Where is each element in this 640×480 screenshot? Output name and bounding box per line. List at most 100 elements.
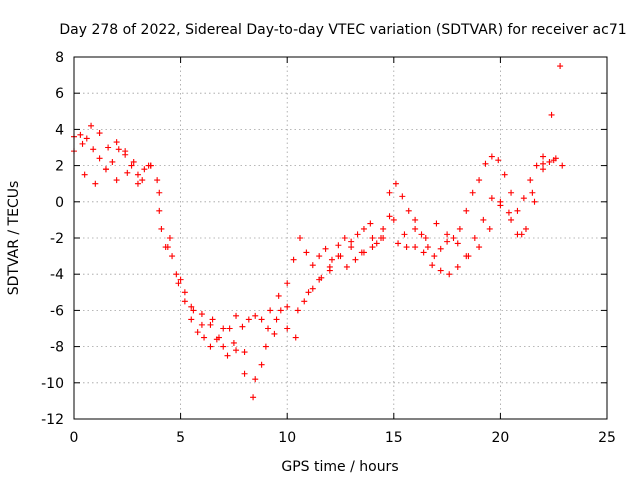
data-point [139, 177, 146, 184]
data-point [358, 249, 365, 256]
data-point [83, 135, 90, 142]
data-point [262, 343, 269, 350]
data-point [166, 235, 173, 241]
data-point [292, 334, 299, 341]
x-tick-label: 15 [385, 430, 403, 446]
data-point [454, 263, 461, 270]
data-point [369, 235, 376, 241]
data-point [77, 131, 84, 138]
series-3 [81, 157, 557, 383]
axis-ticks [73, 56, 608, 420]
data-point [88, 122, 95, 129]
y-tick-label: -6 [50, 303, 64, 319]
y-tick-label: 0 [55, 195, 64, 211]
data-point [207, 321, 214, 328]
data-point [177, 276, 184, 283]
data-points [71, 63, 566, 401]
data-point [518, 231, 525, 238]
data-point [154, 177, 161, 184]
data-point [399, 193, 406, 200]
data-point [273, 316, 280, 323]
data-point [201, 334, 208, 341]
data-point [354, 231, 361, 238]
data-point [373, 240, 380, 247]
data-point [277, 307, 284, 314]
data-point [267, 307, 274, 314]
data-point [433, 220, 440, 227]
data-point [188, 316, 195, 323]
data-point [134, 171, 141, 178]
data-point [405, 207, 412, 214]
data-point [284, 280, 291, 287]
data-point [418, 231, 425, 238]
y-axis-label: SDTVAR / TECUs [6, 181, 22, 296]
data-point [309, 262, 316, 269]
data-point [134, 180, 141, 187]
data-point [450, 235, 457, 241]
data-point [497, 202, 504, 209]
data-point [290, 256, 297, 263]
chart-title: Day 278 of 2022, Sidereal Day-to-day VTE… [59, 22, 626, 38]
data-point [316, 276, 323, 283]
data-point [482, 160, 489, 167]
data-point [233, 312, 240, 319]
data-point [122, 148, 129, 155]
data-point [294, 307, 301, 314]
data-point [412, 244, 419, 251]
data-point [220, 343, 227, 350]
x-tick-label: 20 [491, 430, 509, 446]
data-point [386, 213, 393, 220]
data-point [480, 216, 487, 223]
data-point [81, 171, 88, 178]
data-point [488, 195, 495, 202]
data-point [508, 189, 515, 196]
x-tick-label: 0 [70, 430, 79, 446]
data-point [194, 329, 201, 336]
data-point [215, 334, 222, 341]
data-point [341, 235, 348, 241]
data-point [275, 292, 282, 299]
data-point [284, 303, 291, 310]
x-tick-label: 25 [598, 430, 616, 446]
data-point [465, 253, 472, 260]
data-point [92, 180, 99, 187]
data-point [420, 249, 427, 256]
data-point [531, 198, 538, 205]
data-point [540, 153, 547, 160]
data-point [403, 244, 410, 251]
data-point [412, 216, 419, 223]
data-point [296, 235, 303, 241]
data-point [90, 146, 97, 153]
data-point [188, 303, 195, 310]
x-tick-label: 10 [278, 430, 296, 446]
data-point [456, 225, 463, 232]
series-1 [71, 131, 566, 350]
data-point [476, 177, 483, 184]
data-point [158, 225, 165, 232]
data-point [271, 330, 278, 337]
data-point [550, 157, 557, 164]
data-point [514, 207, 521, 214]
data-point [431, 253, 438, 260]
data-point [96, 130, 103, 137]
data-point [303, 249, 310, 256]
data-point [540, 166, 547, 173]
data-point [245, 316, 252, 323]
data-point [505, 209, 512, 216]
data-point [352, 256, 359, 263]
data-point [164, 244, 171, 251]
data-point [175, 280, 182, 287]
data-point [198, 321, 205, 328]
data-point [173, 271, 180, 278]
x-tick-labels: 0 5 10 15 20 25 [70, 430, 616, 446]
data-point [437, 245, 444, 252]
data-point [258, 361, 265, 368]
y-tick-label: -12 [41, 412, 64, 428]
data-point [124, 169, 131, 176]
data-point [115, 146, 122, 153]
data-point [520, 195, 527, 202]
data-point [156, 189, 163, 196]
data-point [454, 240, 461, 247]
x-axis-label: GPS time / hours [281, 459, 398, 475]
